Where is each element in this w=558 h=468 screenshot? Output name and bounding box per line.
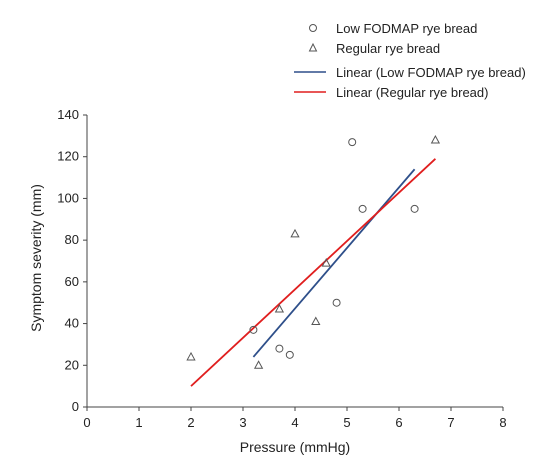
data-point-triangle xyxy=(290,228,300,238)
data-point-circle xyxy=(358,204,367,213)
legend-marker-regular xyxy=(308,42,318,52)
x-tick-label: 7 xyxy=(447,415,454,430)
x-tick-label: 4 xyxy=(291,415,298,430)
y-tick-label: 120 xyxy=(57,149,79,164)
y-tick-label: 20 xyxy=(65,357,79,372)
data-point-triangle xyxy=(311,316,321,325)
x-tick-label: 2 xyxy=(187,415,194,430)
y-tick-label: 80 xyxy=(65,232,79,247)
data-point-triangle xyxy=(430,134,441,144)
y-tick-label: 100 xyxy=(57,190,79,205)
legend-marker-low-fodmap xyxy=(309,24,317,32)
legend: Low FODMAP rye bread Regular rye bread L… xyxy=(294,21,526,100)
plot-area xyxy=(186,134,441,387)
data-point-circle xyxy=(410,204,419,213)
data-point-circle xyxy=(332,298,341,307)
trendline-series-2 xyxy=(252,168,416,358)
data-point-triangle xyxy=(321,258,331,267)
data-point-triangle xyxy=(274,303,285,313)
data-point-circle xyxy=(285,350,294,359)
x-tick-label: 8 xyxy=(499,415,506,430)
x-axis-title: Pressure (mmHg) xyxy=(240,439,350,455)
data-point-circle xyxy=(348,138,357,147)
data-point-triangle xyxy=(253,360,264,369)
legend-label-regular: Regular rye bread xyxy=(336,41,440,56)
y-axis-title: Symptom severity (mm) xyxy=(28,184,44,332)
legend-label-linear-low-fodmap: Linear (Low FODMAP rye bread) xyxy=(336,65,526,80)
legend-label-linear-regular: Linear (Regular rye bread) xyxy=(336,85,488,100)
x-tick-label: 5 xyxy=(343,415,350,430)
y-tick-label: 60 xyxy=(65,274,79,289)
trendline-series-3 xyxy=(190,158,437,387)
x-tick-label: 3 xyxy=(239,415,246,430)
x-tick-label: 6 xyxy=(395,415,402,430)
y-tick-label: 140 xyxy=(57,107,79,122)
x-tick-label: 1 xyxy=(135,415,142,430)
x-tick-label: 0 xyxy=(83,415,90,430)
data-point-circle xyxy=(275,344,284,353)
y-tick-label: 40 xyxy=(65,316,79,331)
data-point-circle xyxy=(249,325,258,334)
data-point-triangle xyxy=(186,351,196,361)
y-tick-label: 0 xyxy=(72,399,79,414)
legend-label-low-fodmap: Low FODMAP rye bread xyxy=(336,21,477,36)
